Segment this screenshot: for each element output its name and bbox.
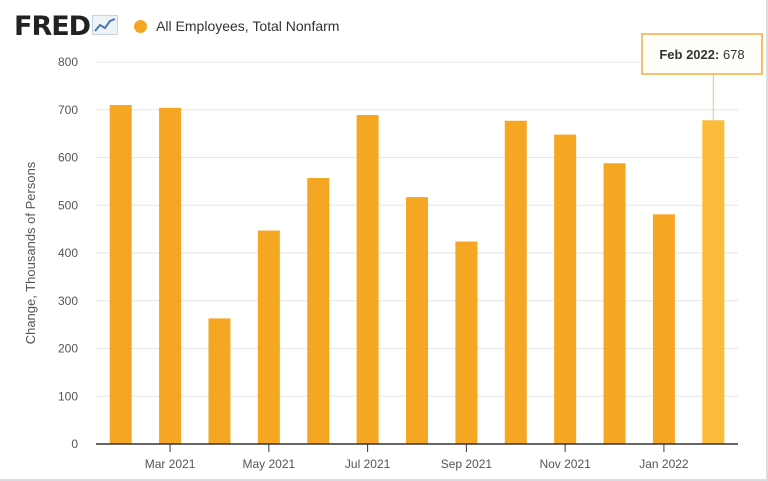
bars [109, 104, 725, 445]
x-tick-label: Sep 2021 [441, 457, 493, 471]
bar-jan-2022[interactable] [652, 214, 675, 444]
x-axis-ticks: Mar 2021 May 2021 Jul 2021 Sep 2021 Nov 2021… [145, 444, 689, 471]
bar-dec-2021[interactable] [603, 163, 626, 445]
bar-may-2021[interactable] [257, 230, 280, 444]
bar-aug-2021[interactable] [406, 197, 428, 444]
bar-oct-2021[interactable] [504, 120, 527, 445]
x-tick-label: Jul 2021 [345, 457, 391, 471]
tooltip: Feb 2022: 678 [641, 33, 763, 75]
y-tick-label: 100 [58, 389, 78, 403]
y-tick-label: 700 [58, 103, 78, 117]
y-tick-label: 400 [58, 246, 78, 260]
bar-apr-2021[interactable] [208, 318, 231, 444]
y-axis-title: Change, Thousands of Persons [23, 161, 38, 344]
logo-text: FRED [14, 10, 91, 42]
y-tick-label: 600 [58, 151, 78, 165]
fred-logo[interactable]: FRED [14, 10, 119, 42]
tooltip-value: 678 [722, 46, 745, 62]
bar-jun-2021[interactable] [307, 178, 330, 444]
y-tick-label: 500 [58, 198, 78, 212]
bar-nov-2021[interactable] [554, 134, 577, 444]
y-tick-label: 300 [58, 294, 78, 308]
x-tick-label: Mar 2021 [145, 457, 196, 471]
bar-feb-2021[interactable] [109, 104, 132, 444]
bar-mar-2021[interactable] [159, 107, 182, 444]
y-axis-ticks: 0 100 200 300 400 500 600 700 800 [58, 55, 78, 451]
y-tick-label: 800 [58, 55, 78, 69]
tooltip-label: Feb 2022: [659, 46, 720, 62]
x-tick-label: Jan 2022 [639, 457, 689, 471]
legend[interactable]: All Employees, Total Nonfarm [134, 18, 339, 34]
bar-feb-2022[interactable] [702, 120, 725, 444]
bar-jul-2021[interactable] [356, 115, 379, 444]
bar-sep-2021[interactable] [455, 241, 478, 444]
chart-header: FRED All Employees, Total Nonfarm [14, 10, 339, 42]
x-tick-label: May 2021 [242, 457, 295, 471]
y-tick-label: 0 [71, 437, 78, 451]
x-tick-label: Nov 2021 [539, 457, 591, 471]
legend-marker [134, 19, 148, 33]
line-chart-icon [92, 11, 119, 42]
legend-label: All Employees, Total Nonfarm [156, 18, 340, 34]
y-tick-label: 200 [58, 342, 78, 356]
